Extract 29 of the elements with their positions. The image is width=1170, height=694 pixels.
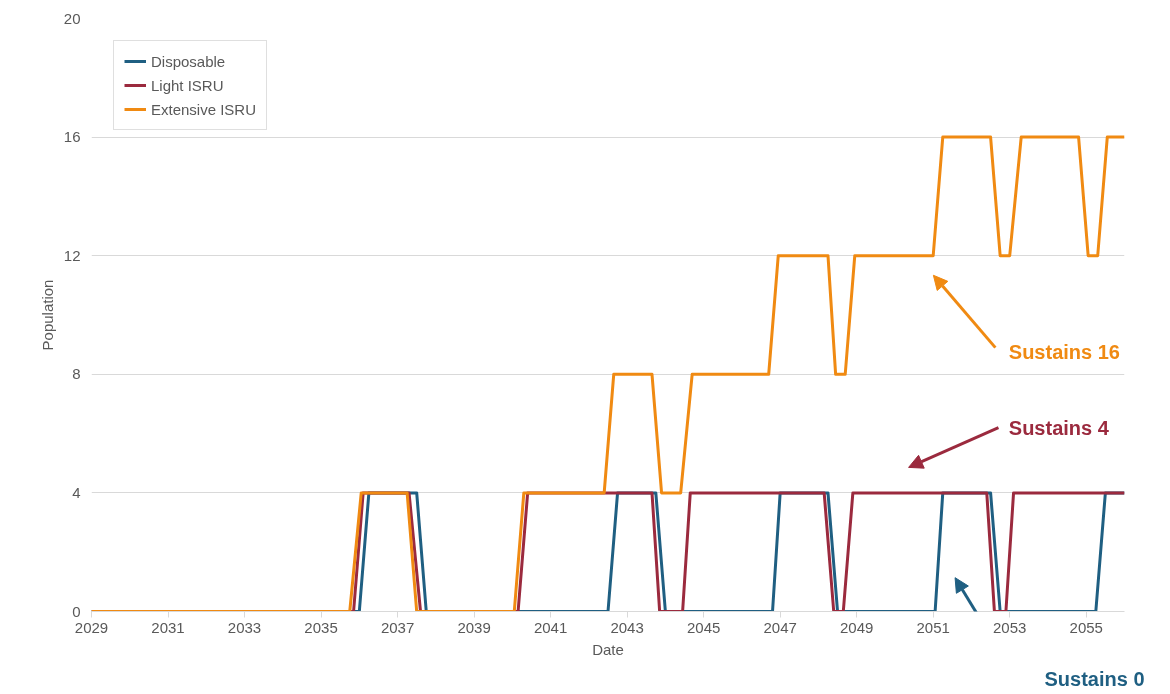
y-axis-title: Population: [38, 279, 56, 351]
y-tick-label: 20: [63, 9, 81, 27]
x-tick-label: 2039: [457, 618, 491, 636]
x-tick-label: 2045: [686, 618, 721, 636]
x-tick-label: 2047: [763, 618, 797, 636]
line-series: [91, 135, 1125, 612]
x-tick-label: 2053: [993, 618, 1027, 636]
x-tick-label: 2029: [74, 618, 109, 636]
x-tick-label: 2033: [227, 618, 262, 636]
annotation: Sustains 16: [1008, 341, 1120, 364]
legend-label: Light ISRU: [151, 76, 224, 94]
x-tick-label: 2051: [916, 618, 950, 636]
x-tick-label: 2055: [1069, 618, 1103, 636]
x-tick-label: 2035: [304, 618, 338, 636]
x-tick-label: 2043: [610, 618, 644, 636]
y-tick-label: 12: [63, 246, 81, 264]
annotation: Sustains 4: [1008, 417, 1110, 440]
legend-label: Disposable: [151, 52, 226, 70]
text: Sustains 0: [1044, 667, 1145, 690]
y-tick-label: 0: [72, 602, 81, 620]
x-tick-label: 2049: [840, 618, 874, 636]
x-tick-label: 2031: [151, 618, 185, 636]
x-axis-title: Date: [592, 640, 624, 658]
y-tick-label: 16: [63, 128, 81, 146]
x-tick-label: 2041: [533, 618, 568, 636]
y-tick-label: 8: [72, 365, 81, 383]
legend-label: Extensive ISRU: [151, 100, 257, 118]
y-tick-label: 4: [72, 483, 81, 501]
x-tick-label: 2037: [380, 618, 415, 636]
